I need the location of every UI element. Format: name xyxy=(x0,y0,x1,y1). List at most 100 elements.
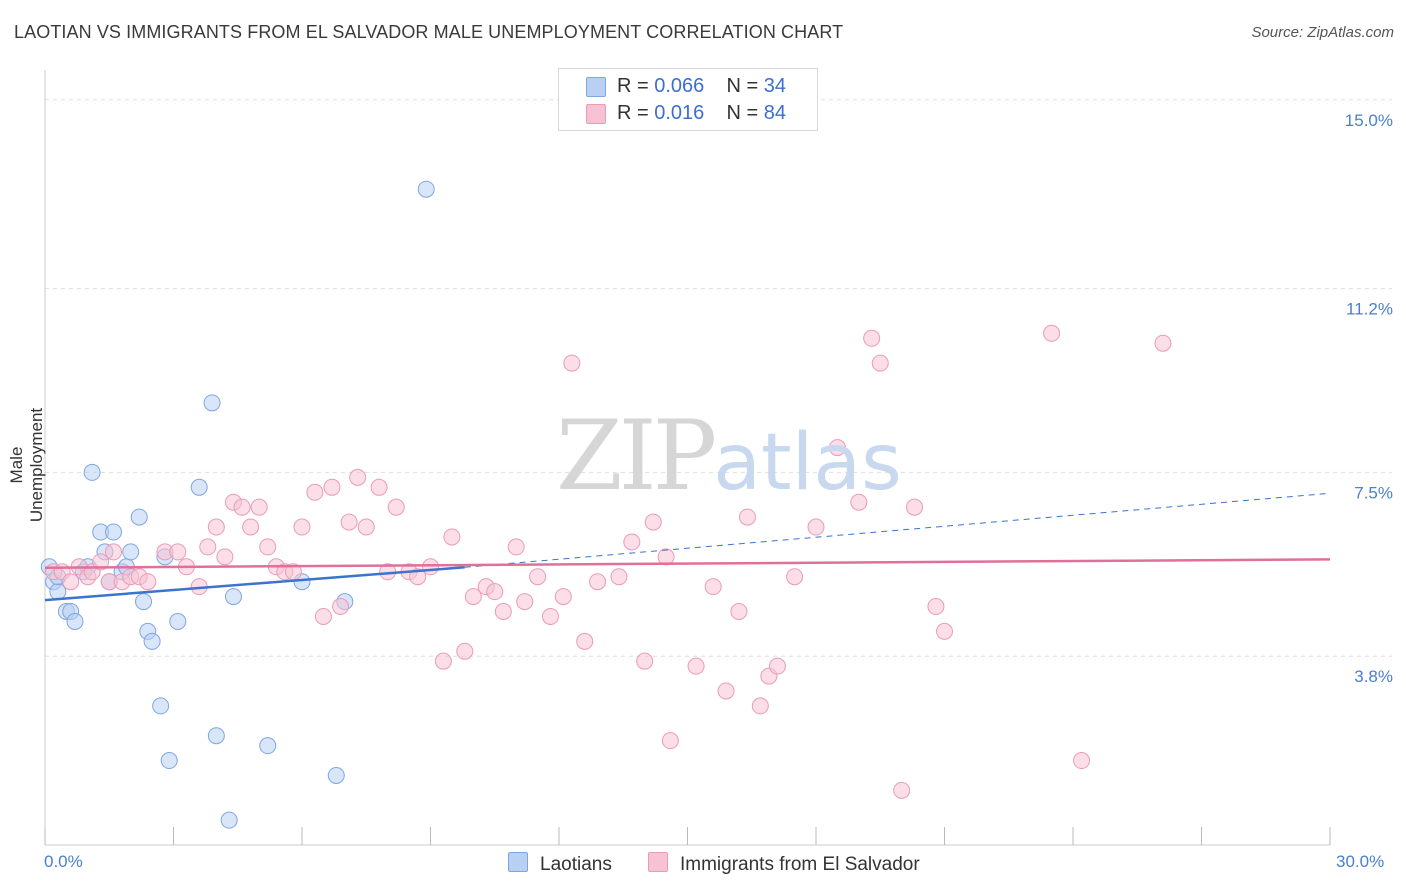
series-legend: Laotians Immigrants from El Salvador xyxy=(0,852,1406,878)
salvador-point xyxy=(589,573,607,591)
laotian-point xyxy=(190,478,208,496)
source-credit: Source: ZipAtlas.com xyxy=(1251,24,1394,41)
salvador-point xyxy=(494,603,512,621)
salvador-point xyxy=(717,682,735,700)
salvador-point xyxy=(464,588,482,606)
chart-title: LAOTIAN VS IMMIGRANTS FROM EL SALVADOR M… xyxy=(14,22,844,42)
y-tick-label: 3.8% xyxy=(1354,667,1393,686)
legend-swatch-blue xyxy=(586,77,606,97)
y-tick-label: 15.0% xyxy=(1345,111,1393,130)
salvador-point xyxy=(92,553,110,571)
watermark-zip: ZIP xyxy=(556,400,717,512)
salvador-point xyxy=(1043,324,1061,342)
salvador-point xyxy=(871,354,889,372)
salvador-point xyxy=(169,543,187,561)
salvador-point xyxy=(507,538,525,556)
salvador-point xyxy=(1154,334,1172,352)
salvador-point xyxy=(139,573,157,591)
salvador-point xyxy=(554,588,572,606)
salvador-point xyxy=(370,478,388,496)
legend-text: R = 0.066 N = 34 xyxy=(617,75,786,98)
salvador-point xyxy=(644,513,662,531)
salvador-point xyxy=(349,468,367,486)
legend-n-value: 34 xyxy=(763,75,787,97)
y-tick-labels: 3.8% 7.5% 11.2% 15.0% xyxy=(1345,111,1393,686)
point-layer xyxy=(40,180,1172,829)
salvador-point xyxy=(216,548,234,566)
salvador-point xyxy=(906,498,924,516)
salvador-point xyxy=(233,498,251,516)
salvador-point xyxy=(250,498,268,516)
salvador-point xyxy=(576,632,594,650)
salvador-point xyxy=(1073,752,1091,770)
legend-n-label: N = xyxy=(726,75,764,97)
legend-item-laotians: Laotians xyxy=(508,852,612,876)
watermark: ZIPatlas xyxy=(556,400,902,512)
salvador-point xyxy=(936,622,953,640)
trend-layer xyxy=(44,492,1331,602)
salvador-point xyxy=(207,518,225,536)
salvador-point xyxy=(387,498,405,516)
salvador-point xyxy=(314,607,332,625)
legend-n-label: N = xyxy=(726,102,764,124)
salvador-point xyxy=(199,538,217,556)
salvador-point xyxy=(357,518,375,536)
salvador-point xyxy=(486,583,504,601)
legend-n-value: 84 xyxy=(763,102,787,124)
salvador-point xyxy=(293,518,311,536)
watermark-atlas: atlas xyxy=(713,418,902,508)
salvador-point xyxy=(893,781,911,799)
y-tick-label: 11.2% xyxy=(1346,300,1393,319)
salvador-point xyxy=(661,732,679,750)
legend-swatch-pink xyxy=(586,104,606,124)
laotian-point xyxy=(143,632,161,650)
laotian-point xyxy=(207,727,225,745)
legend-r-label: R = xyxy=(617,102,655,124)
laotian-point xyxy=(160,752,178,770)
laotian-trend-line xyxy=(44,566,465,602)
legend-label-salvador: Immigrants from El Salvador xyxy=(680,854,920,875)
salvador-point xyxy=(768,657,786,675)
laotian-point xyxy=(203,394,221,412)
salvador-point xyxy=(738,508,756,526)
salvador-point xyxy=(863,329,881,347)
laotian-point xyxy=(122,543,140,561)
laotian-point xyxy=(83,463,101,481)
salvador-point xyxy=(306,483,324,501)
legend-r-value: 0.016 xyxy=(654,102,705,124)
laotian-point xyxy=(224,588,242,606)
salvador-point xyxy=(242,518,260,536)
salvador-point xyxy=(636,652,654,670)
legend-label-laotians: Laotians xyxy=(540,854,612,875)
salvador-point xyxy=(443,528,461,546)
laotian-point xyxy=(135,593,153,611)
salvador-point xyxy=(332,598,350,616)
y-axis-label: Male Unemployment xyxy=(7,407,46,523)
legend-swatch-pink xyxy=(648,852,668,872)
salvador-point xyxy=(62,573,80,591)
laotian-trend-extension xyxy=(464,492,1331,568)
salvador-point xyxy=(850,493,868,511)
laotian-point xyxy=(327,766,345,784)
salvador-point xyxy=(704,578,722,596)
salvador-trend-line xyxy=(44,558,1331,570)
y-tick-label: 7.5% xyxy=(1354,483,1393,502)
legend-text: R = 0.016 N = 84 xyxy=(617,102,786,125)
laotian-point xyxy=(130,508,148,526)
laotian-point xyxy=(220,811,238,829)
salvador-point xyxy=(259,538,277,556)
stats-legend: R = 0.066 N = 34 R = 0.016 N = 84 xyxy=(558,68,818,131)
laotian-point xyxy=(259,737,277,755)
salvador-point xyxy=(422,558,439,576)
salvador-point xyxy=(563,354,581,372)
salvador-point xyxy=(786,568,804,586)
salvador-point xyxy=(323,478,341,496)
salvador-point xyxy=(340,513,358,531)
laotian-point xyxy=(152,697,170,715)
legend-swatch-blue xyxy=(508,852,528,872)
legend-item-salvador: Immigrants from El Salvador xyxy=(648,852,920,876)
x-tick-min: 0.0% xyxy=(44,852,83,871)
legend-r-label: R = xyxy=(617,75,655,97)
salvador-point xyxy=(623,533,641,551)
